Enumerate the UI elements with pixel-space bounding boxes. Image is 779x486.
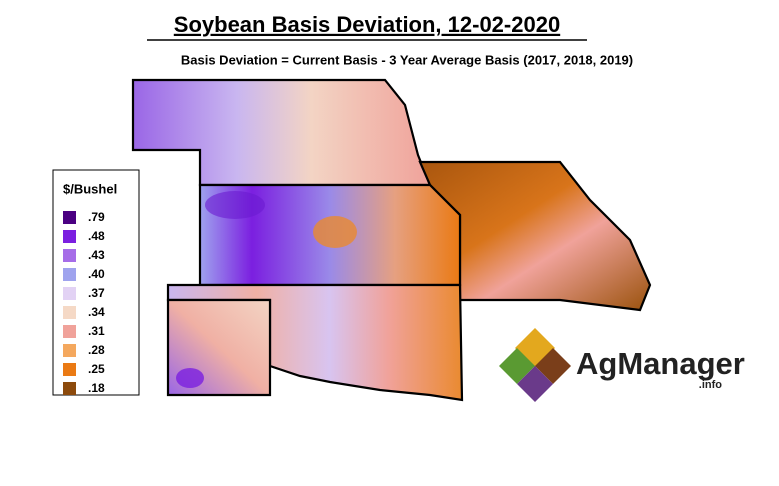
legend-label: .37 <box>88 286 105 300</box>
legend-swatch <box>63 382 76 395</box>
title: Soybean Basis Deviation, 12-02-2020 <box>174 12 560 37</box>
legend-title: $/Bushel <box>63 181 117 196</box>
legend-label: .48 <box>88 229 105 243</box>
legend-items: .79 .48 .43 .40 .37 .34 .31 .28 .25 .18 <box>63 210 105 395</box>
logo-diamond <box>517 366 553 402</box>
legend-label: .43 <box>88 248 105 262</box>
hotspot <box>176 368 204 388</box>
legend-swatch <box>63 306 76 319</box>
legend-label: .40 <box>88 267 105 281</box>
legend-label: .34 <box>88 305 105 319</box>
legend-swatch <box>63 287 76 300</box>
logo-suffix: .info <box>699 379 722 391</box>
logo: AgManager .info <box>499 328 745 402</box>
hotspot <box>205 191 265 219</box>
legend-label: .79 <box>88 210 105 224</box>
legend-swatch <box>63 249 76 262</box>
legend-swatch <box>63 344 76 357</box>
legend-label: .25 <box>88 362 105 376</box>
legend-label: .18 <box>88 381 105 395</box>
logo-name: AgManager <box>576 346 745 381</box>
legend-swatch <box>63 363 76 376</box>
legend-label: .28 <box>88 343 105 357</box>
legend-swatch <box>63 211 76 224</box>
legend-swatch <box>63 230 76 243</box>
legend-label: .31 <box>88 324 105 338</box>
hotspot <box>313 216 357 248</box>
legend-swatch <box>63 325 76 338</box>
map <box>131 78 652 402</box>
state-nebraska <box>131 78 432 187</box>
subtitle: Basis Deviation = Current Basis - 3 Year… <box>181 52 633 67</box>
legend-box <box>52 169 140 396</box>
legend-swatch <box>63 268 76 281</box>
